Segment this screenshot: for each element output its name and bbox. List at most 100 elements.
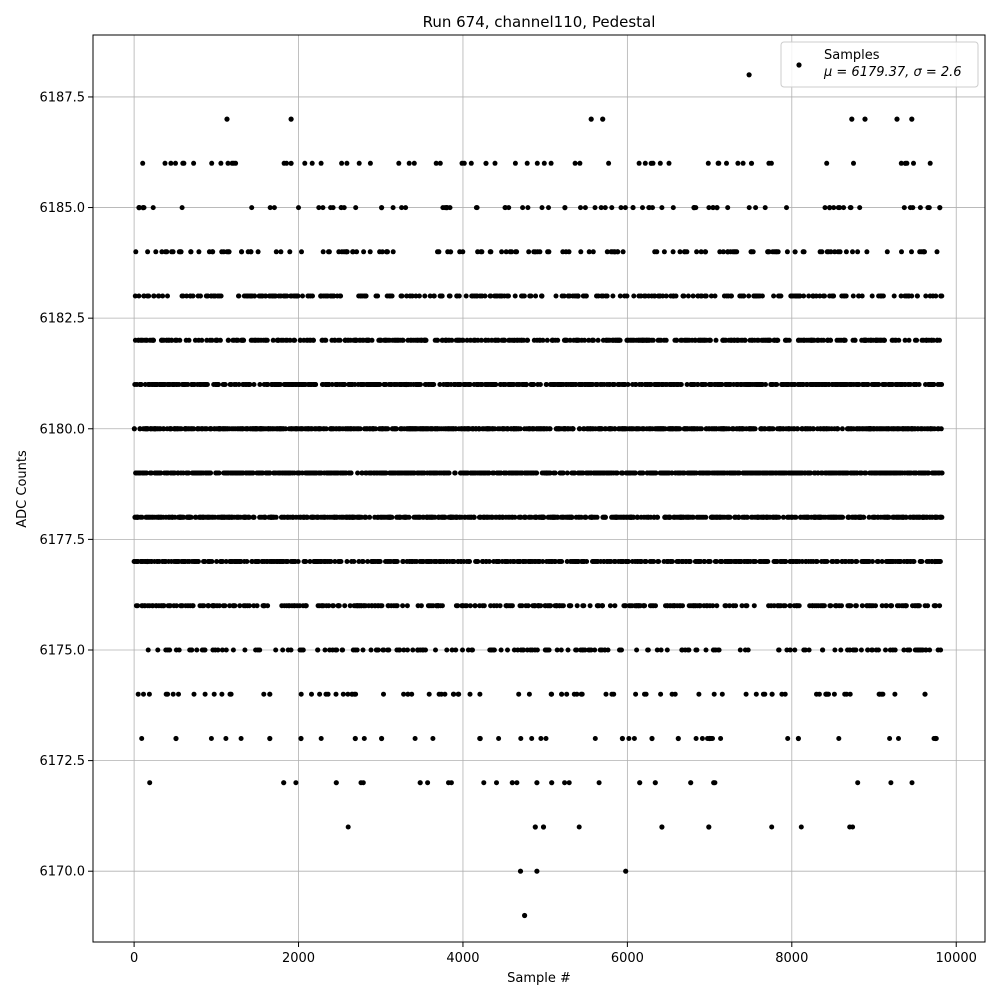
data-point [837,249,843,255]
data-point [394,603,400,609]
data-point [131,426,137,432]
data-point [911,559,917,564]
data-point [814,559,820,564]
data-point [892,647,898,653]
data-point [658,647,664,653]
data-point [264,337,270,343]
data-point [839,426,845,432]
data-point [435,337,441,343]
data-point [375,647,381,653]
data-point [280,647,286,653]
data-point [338,559,344,564]
data-point [606,160,612,166]
data-point [188,514,194,520]
data-point [539,205,545,211]
data-point [797,293,803,299]
data-point [884,603,889,609]
data-point [553,293,559,299]
data-point [401,647,407,653]
data-point [145,249,151,255]
data-point [512,514,518,520]
data-point [133,249,139,255]
data-point [816,691,822,697]
data-point [136,293,142,299]
data-point [281,780,287,786]
data-point [390,205,396,211]
data-point [832,647,838,653]
data-point [164,249,170,255]
data-point [903,603,909,609]
data-point [170,249,176,255]
data-point [449,647,455,653]
data-point [479,249,485,255]
data-point [360,647,366,653]
data-point [741,293,747,299]
data-point [633,382,639,387]
data-point [209,160,215,166]
data-point [423,337,429,343]
data-point [703,514,709,520]
data-point [396,160,402,166]
data-point [426,691,432,697]
data-point [344,559,350,564]
data-point [840,514,846,520]
data-point [297,337,303,343]
data-point [497,603,503,609]
data-point [887,736,893,741]
data-point [838,647,844,653]
data-point [670,205,676,211]
data-point [817,293,823,299]
data-point [555,337,561,343]
data-point [333,780,339,786]
data-point [247,382,253,387]
data-point [909,116,915,122]
data-point [549,780,555,786]
data-point [252,293,258,299]
data-point [463,293,469,299]
data-point [140,205,146,211]
data-point [522,514,528,520]
data-point [937,337,942,343]
data-point [922,249,927,255]
data-point [855,780,861,786]
data-point [863,470,869,476]
data-point [287,337,293,343]
data-point [933,735,939,742]
data-point [347,603,353,609]
data-point [759,293,765,299]
data-point [899,249,904,255]
data-point [340,647,346,653]
data-point [870,559,875,564]
data-point [631,293,637,299]
data-point [543,736,549,741]
chart-title: Run 674, channel110, Pedestal [423,13,656,31]
data-point [824,160,830,166]
data-point [139,514,145,520]
data-point [558,647,564,653]
data-point [934,249,940,255]
data-point [853,603,859,609]
data-point [165,293,170,299]
data-point [784,205,789,211]
data-point [273,514,279,520]
data-point [446,470,452,476]
data-point [287,249,293,255]
data-point [643,559,649,564]
data-point [416,293,422,299]
data-point [267,735,273,742]
data-point [433,647,438,653]
data-point [564,691,570,697]
data-point [888,780,894,786]
data-point [162,160,168,166]
data-point [153,249,159,255]
data-point [565,647,571,653]
data-point [400,559,406,564]
data-point [233,160,239,166]
data-point [167,647,173,653]
data-point [849,116,855,122]
data-point [412,736,418,741]
data-point [452,470,458,476]
data-point [472,603,478,609]
data-point [876,382,882,387]
data-point [173,735,179,742]
